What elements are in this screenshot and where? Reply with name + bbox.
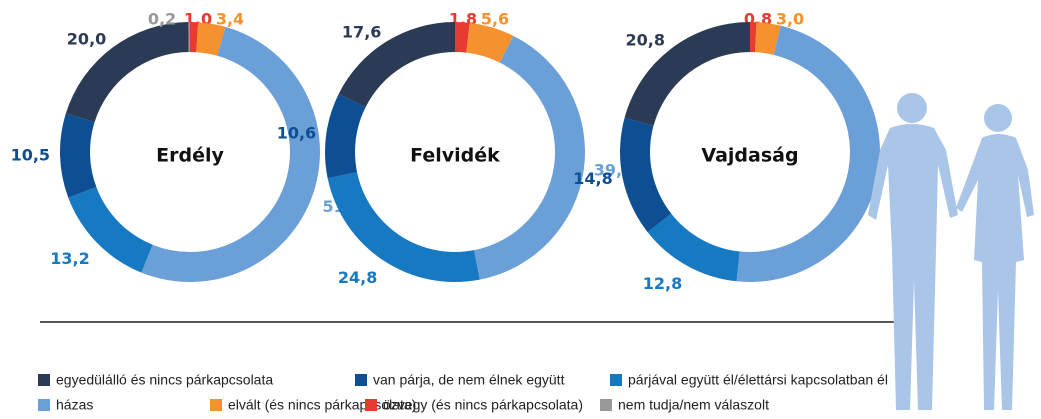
value-label: 17,6 <box>342 22 381 41</box>
donut-segment <box>65 22 189 123</box>
donut-segment <box>647 213 740 282</box>
value-label: 0,2 <box>148 10 176 29</box>
legend-label: van párja, de nem élnek együtt <box>373 372 565 388</box>
silhouettes <box>868 93 1034 410</box>
donut-segment <box>455 22 470 53</box>
donut-segment <box>619 117 672 233</box>
legend-label: nem tudja/nem válaszolt <box>618 397 769 413</box>
donut-segment <box>624 22 750 126</box>
legend-swatch <box>600 399 612 411</box>
donut-segment <box>325 93 366 179</box>
donut-hole <box>355 52 555 252</box>
legend-swatch <box>38 399 50 411</box>
value-label: 20,8 <box>625 30 664 49</box>
legend-label: egyedülálló és nincs párkapcsolata <box>56 372 273 388</box>
value-label: 10,6 <box>277 123 316 142</box>
value-label: 20,0 <box>67 29 106 48</box>
center-label: Erdély <box>156 145 224 167</box>
value-label: 5,6 <box>481 10 509 29</box>
donut-segment <box>188 22 190 53</box>
legend-swatch <box>38 374 50 386</box>
center-label: Vajdaság <box>701 145 798 167</box>
legend-swatch <box>355 374 367 386</box>
donuts: 1,03,451,713,210,520,00,2Erdély1,85,639,… <box>11 10 928 294</box>
value-label: 14,8 <box>573 169 612 188</box>
donut-segment <box>190 22 199 53</box>
donut-segment <box>474 35 585 280</box>
legend-label: özvegy (és nincs párkapcsolata) <box>383 397 583 413</box>
legend-swatch <box>610 374 622 386</box>
legend-label: házas <box>56 397 93 413</box>
value-label: 3,4 <box>216 10 244 29</box>
donut-segment <box>68 187 153 273</box>
value-label: 10,5 <box>11 145 50 164</box>
legend-label: párjával együtt él/élettársi kapcsolatba… <box>628 372 888 388</box>
donut-hole <box>90 52 290 252</box>
donut-segment <box>338 22 455 108</box>
donut-segment <box>327 172 480 282</box>
value-label: 3,0 <box>776 10 804 29</box>
donut-hole <box>650 52 850 252</box>
legend-swatch <box>365 399 377 411</box>
value-label: 24,8 <box>338 268 377 287</box>
legend-swatch <box>210 399 222 411</box>
donut-segment <box>750 22 757 53</box>
donut-segment <box>466 22 514 63</box>
donut-segment <box>60 113 97 198</box>
value-label: 13,2 <box>50 249 89 268</box>
donut-segment <box>196 22 226 56</box>
center-label: Felvidék <box>410 145 500 167</box>
value-label: 12,8 <box>643 274 682 293</box>
legend: egyedülálló és nincs párkapcsolata van pá… <box>38 372 888 413</box>
donut-segment <box>755 22 781 55</box>
donut-segment <box>141 26 321 283</box>
donut-segment <box>736 25 880 283</box>
